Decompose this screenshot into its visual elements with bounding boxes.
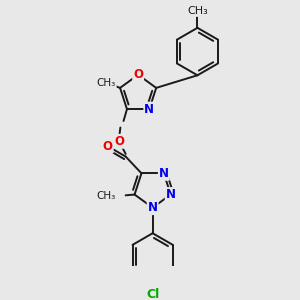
Text: N: N	[148, 201, 158, 214]
Text: O: O	[103, 140, 113, 152]
Text: N: N	[144, 103, 154, 116]
Text: N: N	[159, 167, 169, 180]
Text: O: O	[114, 135, 124, 148]
Text: CH₃: CH₃	[187, 6, 208, 16]
Text: Cl: Cl	[146, 288, 159, 300]
Text: CH₃: CH₃	[96, 191, 116, 201]
Text: N: N	[166, 188, 176, 201]
Text: CH₃: CH₃	[97, 78, 116, 88]
Text: O: O	[133, 68, 143, 81]
